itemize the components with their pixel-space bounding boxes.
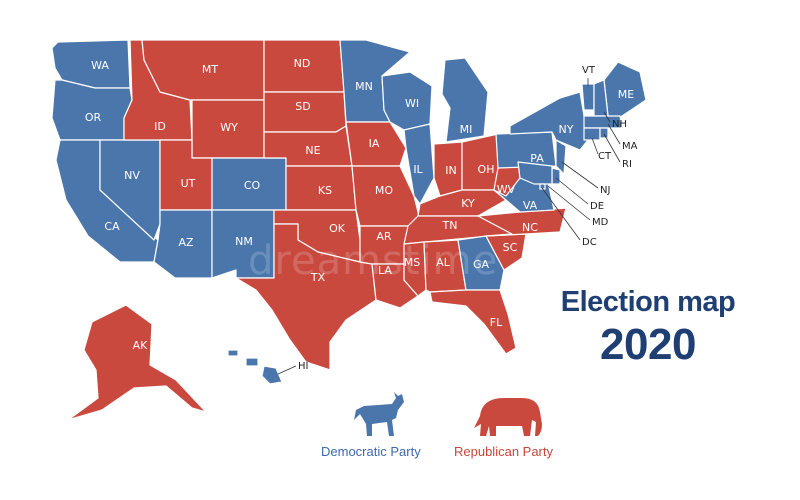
state-hi	[227, 349, 283, 385]
state-label-ut: UT	[181, 177, 196, 190]
leader-line-ma	[607, 123, 621, 145]
state-label-la: LA	[378, 264, 392, 277]
state-label-ne: NE	[305, 144, 320, 157]
state-ny	[509, 91, 589, 151]
state-label-ca: CA	[104, 220, 120, 233]
state-ma	[583, 115, 623, 129]
leader-line-nh	[603, 111, 611, 123]
state-vt	[581, 83, 595, 111]
state-ak	[67, 304, 207, 421]
state-label-in: IN	[445, 164, 456, 177]
state-label-nd: ND	[294, 57, 311, 70]
state-label-nh: NH	[612, 119, 627, 130]
state-fl	[429, 289, 517, 355]
state-ri	[599, 127, 609, 139]
state-label-ak: AK	[133, 339, 149, 352]
state-label-oh: OH	[478, 163, 495, 176]
state-label-md: MD	[592, 217, 609, 228]
state-label-or: OR	[85, 111, 102, 124]
state-label-mn: MN	[355, 80, 373, 93]
legend-republican-label: Republican Party	[454, 444, 553, 459]
state-label-va: VA	[523, 199, 538, 212]
state-label-wi: WI	[405, 97, 419, 110]
title-line-2: 2020	[600, 320, 696, 369]
state-label-ga: GA	[473, 258, 490, 271]
state-label-mt: MT	[202, 63, 218, 76]
map-title: Election map 2020	[548, 285, 748, 371]
state-label-wy: WY	[220, 121, 238, 134]
state-label-ct: CT	[598, 151, 612, 162]
state-label-al: AL	[436, 256, 451, 269]
state-label-sc: SC	[503, 241, 518, 254]
state-label-mo: MO	[375, 184, 393, 197]
state-label-co: CO	[244, 179, 261, 192]
legend-democratic-label: Democratic Party	[321, 444, 421, 459]
state-ct	[583, 127, 601, 141]
state-label-wa: WA	[91, 59, 109, 72]
state-label-vt: VT	[582, 65, 596, 76]
states-layer	[51, 39, 647, 421]
donkey-icon	[354, 392, 404, 436]
state-label-fl: FL	[490, 316, 503, 329]
leader-line-md	[547, 185, 591, 221]
state-label-ms: MS	[404, 256, 420, 269]
state-label-ky: KY	[461, 197, 475, 210]
state-label-ar: AR	[376, 230, 392, 243]
state-label-ia: IA	[369, 137, 380, 150]
state-ms	[403, 241, 427, 297]
state-label-mi: MI	[460, 123, 473, 136]
state-label-ks: KS	[318, 184, 332, 197]
state-label-az: AZ	[178, 236, 194, 249]
state-label-id: ID	[154, 120, 166, 133]
state-label-nm: NM	[235, 235, 253, 248]
state-labels-layer: WA OR CA NV ID MT WY UT AZ CO NM ND SD NE KS OK TX MN IA MO…	[85, 57, 638, 375]
leader-line-hi	[277, 365, 297, 375]
leader-line-de	[555, 177, 589, 205]
state-ia	[345, 121, 407, 167]
state-label-me: ME	[618, 88, 634, 101]
state-label-ny: NY	[559, 123, 574, 136]
title-line-1: Election map	[560, 286, 736, 318]
state-or	[51, 79, 133, 141]
state-label-ok: OK	[329, 222, 346, 235]
state-dc	[539, 183, 546, 190]
state-mi	[441, 57, 489, 143]
state-label-hi: HI	[298, 361, 308, 372]
state-label-nv: NV	[124, 169, 140, 182]
state-label-ri: RI	[622, 159, 632, 170]
leader-line-ct	[591, 137, 599, 155]
state-label-nj: NJ	[600, 185, 610, 196]
leader-line-ri	[603, 133, 621, 163]
state-label-pa: PA	[530, 152, 544, 165]
state-de	[551, 167, 561, 185]
leader-line-nj	[561, 161, 599, 189]
state-label-il: IL	[413, 163, 423, 176]
state-label-tx: TX	[310, 271, 326, 284]
watermark: dreamstime	[248, 238, 499, 284]
state-label-nc: NC	[522, 221, 538, 234]
state-label-ma: MA	[622, 141, 638, 152]
elephant-icon	[474, 398, 542, 436]
state-label-tn: TN	[442, 219, 458, 232]
state-label-wv: WV	[497, 183, 516, 196]
state-label-dc: DC	[582, 237, 597, 248]
leader-line-dc	[541, 187, 581, 241]
state-label-de: DE	[590, 201, 604, 212]
state-label-sd: SD	[295, 100, 310, 113]
state-nj	[555, 139, 567, 175]
